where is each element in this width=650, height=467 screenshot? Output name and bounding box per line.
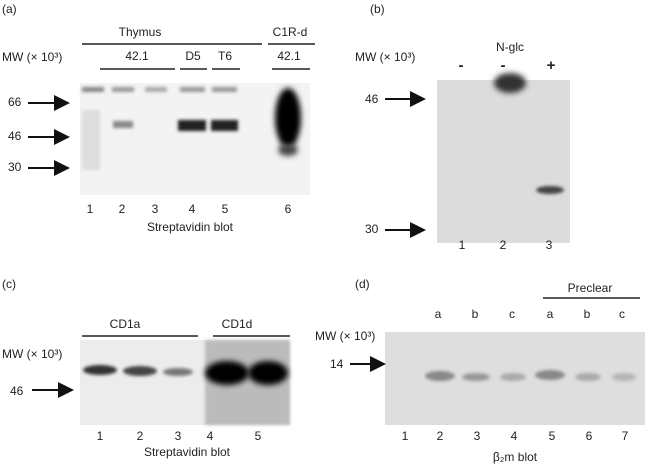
group-label: Preclear bbox=[568, 281, 613, 295]
lane-label: 1 bbox=[87, 202, 94, 216]
sample-label: b bbox=[472, 307, 479, 321]
panel-c: (c) CD1a CD1d MW (× 10³) 46 1 2 3 4 5 St… bbox=[2, 277, 290, 459]
lane-label: 4 bbox=[207, 429, 214, 443]
band bbox=[248, 361, 288, 385]
lane-label: 2 bbox=[500, 238, 507, 252]
panel-label: (d) bbox=[355, 277, 370, 291]
mw-label: MW (× 10³) bbox=[315, 329, 375, 343]
subgroup-label: D5 bbox=[185, 49, 201, 63]
lane-label: 5 bbox=[255, 429, 262, 443]
treatment-sign: - bbox=[501, 57, 506, 74]
lane-label: 4 bbox=[511, 429, 518, 443]
band bbox=[163, 368, 193, 376]
lane-label: 3 bbox=[152, 202, 159, 216]
band bbox=[123, 366, 157, 376]
sample-label: a bbox=[547, 307, 554, 321]
subgroup-label: 42.1 bbox=[277, 49, 301, 63]
mw-label: MW (× 10³) bbox=[355, 50, 415, 64]
sample-label: b bbox=[584, 307, 591, 321]
band bbox=[575, 373, 601, 381]
band bbox=[275, 88, 301, 148]
marker-label: 66 bbox=[8, 95, 22, 109]
subgroup-label: T6 bbox=[218, 49, 232, 63]
band bbox=[83, 365, 117, 375]
panel-label: (c) bbox=[2, 277, 16, 291]
panel-label: (a) bbox=[2, 2, 17, 16]
band bbox=[205, 361, 249, 385]
band bbox=[612, 373, 636, 381]
band bbox=[462, 373, 490, 381]
group-label: CD1a bbox=[110, 317, 141, 331]
band bbox=[500, 373, 526, 381]
lane-label: 2 bbox=[119, 202, 126, 216]
group-label: CD1d bbox=[222, 317, 253, 331]
lane-label: 3 bbox=[175, 429, 182, 443]
lane-label: 7 bbox=[622, 429, 629, 443]
lane-label: 4 bbox=[189, 202, 196, 216]
sample-label: c bbox=[619, 307, 625, 321]
marker-label: 30 bbox=[8, 160, 22, 174]
treatment-sign: + bbox=[547, 57, 556, 74]
panel-d: (d) Preclear a b c a b c MW (× 10³) 14 1… bbox=[315, 277, 645, 464]
marker-label: 14 bbox=[330, 357, 344, 371]
group-label: C1R-d bbox=[273, 25, 308, 39]
sample-label: c bbox=[509, 307, 515, 321]
subgroup-label: 42.1 bbox=[125, 49, 149, 63]
group-label: Thymus bbox=[119, 25, 162, 39]
band bbox=[278, 144, 298, 156]
marker-label: 30 bbox=[365, 222, 379, 236]
marker-label: 46 bbox=[365, 92, 379, 106]
lane-label: 2 bbox=[437, 429, 444, 443]
blot bbox=[437, 80, 570, 243]
blot bbox=[80, 83, 310, 195]
caption: Streptavidin blot bbox=[144, 445, 231, 459]
lane-label: 5 bbox=[549, 429, 556, 443]
lane-label: 3 bbox=[474, 429, 481, 443]
bands bbox=[82, 87, 238, 170]
panel-a: (a) Thymus C1R-d MW (× 10³) 42.1 D5 T6 4… bbox=[2, 2, 315, 234]
panel-label: (b) bbox=[370, 2, 385, 16]
band bbox=[536, 186, 564, 194]
lane-label: 1 bbox=[402, 429, 409, 443]
mw-label: MW (× 10³) bbox=[2, 50, 62, 64]
marker-label: 46 bbox=[8, 129, 22, 143]
lane-label: 5 bbox=[222, 202, 229, 216]
treatment-sign: - bbox=[459, 57, 464, 74]
panel-b: (b) N-glc - - + MW (× 10³) 46 30 1 2 3 bbox=[355, 2, 570, 252]
lane-label: 2 bbox=[137, 429, 144, 443]
band bbox=[494, 73, 526, 93]
treatment-label: N-glc bbox=[496, 40, 524, 54]
lane-label: 6 bbox=[586, 429, 593, 443]
mw-label: MW (× 10³) bbox=[2, 347, 62, 361]
caption: β₂m blot bbox=[493, 450, 538, 464]
caption: Streptavidin blot bbox=[147, 220, 234, 234]
sample-label: a bbox=[435, 307, 442, 321]
lane-label: 6 bbox=[285, 202, 292, 216]
lane-label: 3 bbox=[546, 238, 553, 252]
lane-label: 1 bbox=[459, 238, 466, 252]
marker-label: 46 bbox=[10, 384, 24, 398]
band bbox=[425, 371, 455, 381]
lane-label: 1 bbox=[97, 429, 104, 443]
band bbox=[535, 370, 565, 380]
